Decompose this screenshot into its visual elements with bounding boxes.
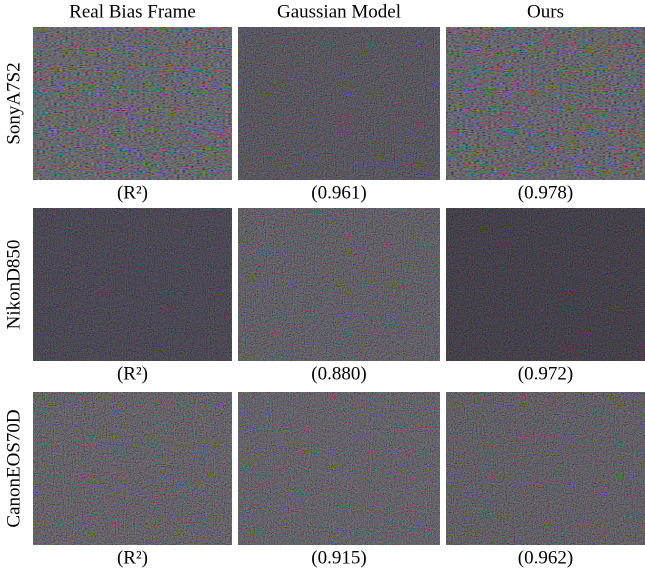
noise-image [238,27,440,180]
row-label: CanonEOS70D [3,409,24,527]
caption: (R²) [117,182,148,203]
figure: Real Bias Frame Gaussian Model Ours SonyA7S… [0,0,645,573]
noise-image [33,27,232,180]
row-label: NikonD850 [3,240,24,330]
row-label: SonyA7S2 [3,62,24,144]
column-header: Real Bias Frame [69,1,196,22]
noise-image [33,208,232,361]
noise-image [238,208,440,361]
caption: (0.962) [518,547,573,568]
caption: (0.972) [518,363,573,384]
caption: (0.915) [311,547,366,568]
caption: (0.961) [311,182,366,203]
noise-image [446,208,645,361]
caption: (R²) [117,363,148,384]
column-header: Gaussian Model [277,1,401,22]
caption: (0.880) [311,363,366,384]
noise-image [238,392,440,545]
caption: (0.978) [518,182,573,203]
column-header: Ours [527,1,564,22]
noise-image [446,392,645,545]
caption: (R²) [117,547,148,568]
noise-image [446,27,645,180]
noise-image [33,392,232,545]
